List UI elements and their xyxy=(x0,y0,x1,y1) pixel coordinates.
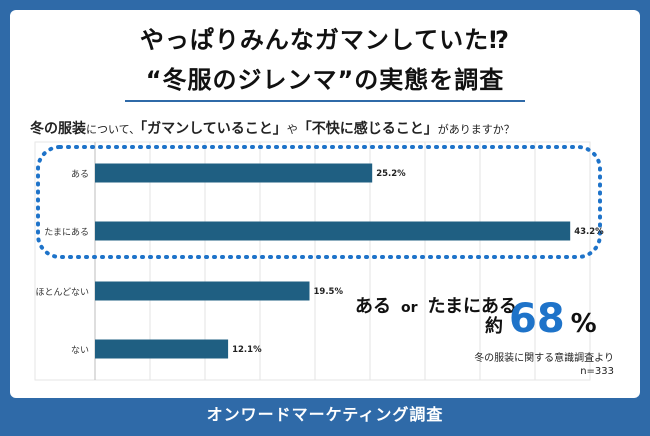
question-part-3: 「ガマンしていること」 xyxy=(140,121,287,137)
title-underline xyxy=(125,100,525,102)
bar-value-label: 43.2% xyxy=(574,227,604,237)
bar xyxy=(95,339,229,359)
bar xyxy=(95,163,373,183)
summary-number: 68 xyxy=(509,296,565,342)
source-line-1: 冬の服装に関する意識調査より xyxy=(474,353,614,364)
bar-value-label: 25.2% xyxy=(376,169,406,179)
bar-value-label: 19.5% xyxy=(314,287,344,297)
bar xyxy=(95,221,571,241)
bar-value-label: 12.1% xyxy=(232,345,262,355)
category-label: ない xyxy=(71,345,89,356)
summary-approx: 約 xyxy=(485,316,503,337)
bar xyxy=(95,281,310,301)
source-sample-size: n=333 xyxy=(580,366,614,377)
summary-callout: ある or たまにある 約 68% xyxy=(355,292,615,342)
question-part-4: や xyxy=(286,123,298,136)
category-label: ほとんどない xyxy=(35,287,89,298)
category-label: たまにある xyxy=(44,227,89,238)
highlight-outline xyxy=(36,145,602,259)
summary-or: or xyxy=(401,300,418,316)
title-line-2: “冬服のジレンマ”の実態を調査 xyxy=(145,66,505,94)
summary-option-b: たまにある xyxy=(427,296,517,317)
question-part-5: 「不快に感じること」 xyxy=(297,121,438,137)
summary-option-a: ある xyxy=(355,296,391,317)
question-part-6: がありますか？ xyxy=(437,123,515,136)
question-part-1: 冬の服装 xyxy=(30,121,86,137)
question-part-2: について、 xyxy=(86,123,141,136)
survey-question: 冬の服装について、「ガマンしていること」や「不快に感じること」がありますか？ xyxy=(30,118,515,138)
source-note: 冬の服装に関する意識調査より n=333 xyxy=(474,352,614,378)
title-line-1: やっぱりみんなガマンしていた⁉ xyxy=(139,26,511,54)
category-label: ある xyxy=(71,169,89,180)
summary-unit: % xyxy=(570,309,597,339)
footer-label: オンワードマーケティング調査 xyxy=(206,405,444,424)
